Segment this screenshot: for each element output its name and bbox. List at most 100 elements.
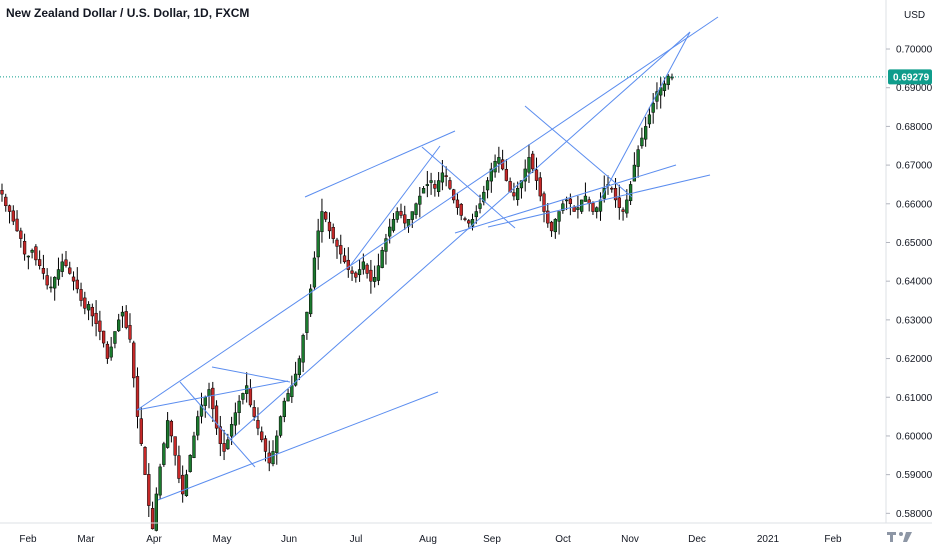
candle-body (0, 189, 4, 195)
candle-body (478, 203, 482, 209)
candle-body (410, 211, 414, 220)
candle-body (583, 195, 588, 202)
candle-body (380, 249, 384, 268)
trendline[interactable] (487, 174, 711, 228)
candle-body (512, 192, 516, 197)
candle (644, 116, 648, 147)
candle-body (293, 373, 298, 386)
candle-body (549, 221, 554, 232)
candle (158, 463, 162, 500)
candle-body (523, 168, 527, 182)
candle-body (327, 221, 332, 232)
candle (316, 218, 320, 270)
candle-body (150, 508, 155, 530)
candle (448, 177, 452, 190)
trendline[interactable] (136, 16, 719, 411)
candle (286, 388, 290, 402)
candle-body (297, 358, 302, 376)
candle (324, 211, 328, 223)
candle-body (241, 393, 245, 400)
candle (83, 291, 87, 315)
candle-body (418, 195, 422, 205)
candle-body (399, 211, 403, 216)
time-tick-label: Oct (555, 534, 571, 545)
candle (508, 177, 512, 193)
candle-body (30, 249, 34, 253)
candle-body (83, 297, 87, 309)
candle-body (388, 226, 392, 237)
candle (101, 330, 106, 348)
trendline[interactable] (211, 366, 291, 383)
candle-body (429, 180, 433, 183)
trendline[interactable] (421, 146, 516, 229)
candle (301, 333, 305, 373)
candle-body (440, 172, 445, 183)
trendline[interactable] (599, 31, 691, 201)
candle (165, 412, 170, 449)
candle-body (237, 400, 241, 413)
candle (327, 212, 332, 239)
candle (211, 381, 215, 422)
trendline[interactable] (349, 145, 441, 267)
tradingview-logo-icon (887, 532, 912, 542)
candle (636, 145, 640, 178)
candle (90, 303, 94, 327)
candle-body (576, 207, 580, 210)
candle (523, 159, 527, 192)
candle-body (459, 203, 463, 216)
candle (117, 313, 121, 333)
candle (561, 200, 565, 214)
candle-body (199, 404, 204, 417)
candles-layer (0, 73, 674, 532)
candle-body (41, 267, 46, 274)
trendline[interactable] (454, 164, 677, 234)
candle-body (211, 387, 215, 410)
candle-body (154, 493, 158, 531)
candle (143, 446, 147, 475)
candle (64, 250, 68, 268)
candle-body (275, 435, 279, 453)
price-axis[interactable]: USD 0.70000 0.69000 0.68000 0.67000 0.66000 0… (885, 0, 932, 523)
trendline[interactable] (304, 130, 456, 198)
time-tick-label: Dec (688, 534, 706, 545)
price-tick-label: 0.61000 (896, 393, 932, 404)
trendline[interactable] (157, 391, 439, 501)
candle-body (591, 202, 595, 212)
trendline[interactable] (524, 105, 633, 198)
trendline[interactable] (229, 31, 691, 441)
candle (410, 211, 414, 228)
candle (500, 149, 505, 171)
candle-body (15, 218, 19, 232)
candle-body (395, 211, 399, 220)
candle (41, 254, 46, 280)
candle-body (519, 180, 524, 189)
candle (482, 185, 486, 206)
candle (372, 265, 377, 288)
candle-body (282, 400, 286, 417)
candle-body (433, 184, 437, 189)
candle-body (11, 210, 15, 222)
candle-body (22, 241, 27, 255)
candle (222, 429, 226, 461)
candle-body (610, 187, 614, 190)
trendline[interactable] (136, 380, 289, 411)
trendline[interactable] (179, 381, 256, 468)
candle-body (301, 335, 305, 363)
candle-body (444, 175, 448, 177)
candle-body (595, 207, 599, 212)
candle (60, 253, 64, 278)
candle (587, 196, 591, 212)
time-tick-label: Nov (621, 534, 639, 545)
candle-body (120, 311, 125, 317)
candle (192, 431, 196, 459)
candle (335, 237, 339, 259)
time-axis[interactable]: Feb Mar Apr May Jun Jul Aug Sep Oct Nov Dec 2021 Feb (0, 522, 932, 545)
candle-body (286, 393, 290, 402)
candle-body (188, 455, 192, 472)
candle-body (553, 219, 557, 233)
candle-body (369, 269, 373, 282)
candle (583, 182, 588, 202)
candle (169, 419, 174, 443)
candle-body (485, 180, 490, 191)
